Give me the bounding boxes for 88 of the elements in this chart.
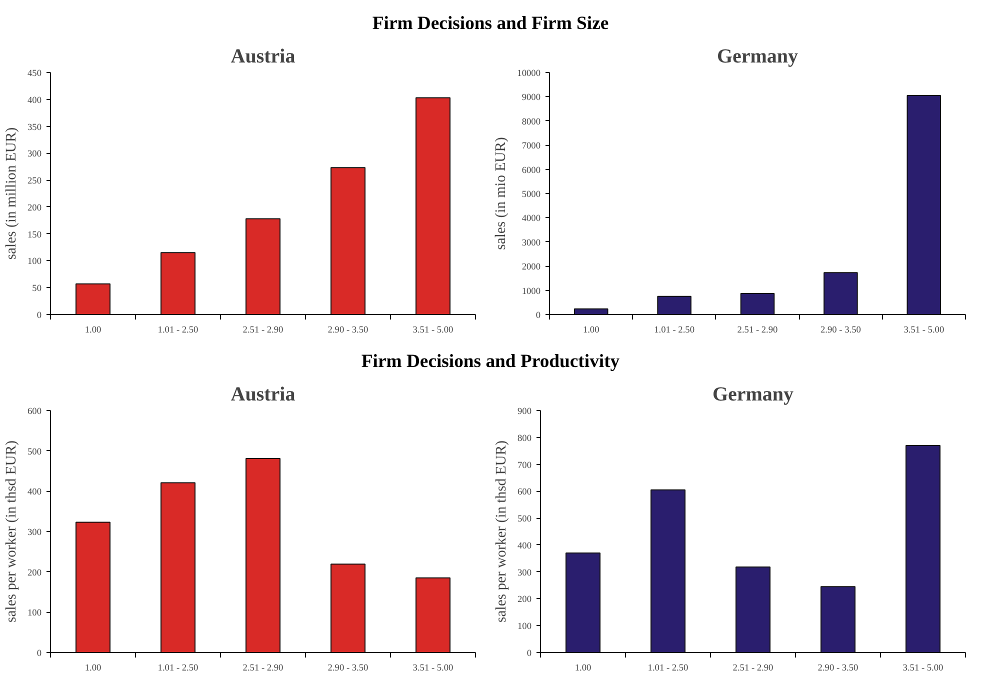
y-tick-label: 8000	[522, 117, 541, 128]
y-tick-label: 500	[28, 447, 42, 458]
y-tick-label: 50	[32, 284, 42, 294]
y-tick-label: 400	[28, 488, 42, 498]
y-tick-label: 700	[518, 460, 532, 471]
x-tick-label: 2.51 - 2.90	[242, 664, 284, 674]
text: Firm Decisions and Productivity	[361, 350, 620, 372]
y-tick-label: 150	[28, 230, 42, 240]
bar	[736, 566, 770, 652]
x-tick-label: 1.00	[84, 664, 102, 674]
bar	[416, 577, 450, 652]
y-tick-label: 350	[28, 122, 42, 133]
y-tick-label: 1000	[522, 286, 541, 297]
y-axis-title: sales (in million EUR)	[4, 127, 20, 260]
bar	[76, 522, 110, 652]
y-tick-label: 9000	[522, 93, 541, 104]
y-tick-label: 0	[536, 311, 541, 321]
bar	[416, 97, 450, 314]
y-tick-label: 400	[518, 541, 532, 552]
x-tick-label: 2.90 - 3.50	[820, 326, 862, 336]
bar	[740, 292, 775, 314]
bar	[824, 272, 858, 314]
chart-title: Austria	[230, 46, 296, 68]
chart-title: Austria	[230, 384, 296, 406]
y-tick-label: 300	[28, 528, 42, 538]
y-tick-label: 2000	[522, 262, 541, 273]
bar	[330, 167, 366, 314]
y-tick-label: 100	[518, 622, 532, 632]
bar	[906, 94, 942, 314]
x-tick-label: 1.01 - 2.50	[158, 664, 199, 674]
bar	[246, 458, 280, 652]
y-tick-label: 900	[518, 407, 532, 417]
y-tick-label: 400	[28, 96, 42, 106]
x-tick-label: 3.51 - 5.00	[412, 326, 454, 336]
bar	[820, 586, 856, 652]
y-axis-title: sales (in mio EUR)	[493, 137, 510, 250]
x-tick-label: 1.01 - 2.50	[158, 326, 199, 336]
x-tick-label: 3.51 - 5.00	[412, 664, 454, 674]
bar	[246, 218, 280, 314]
x-tick-label: 2.90 - 3.50	[818, 664, 859, 674]
y-tick-label: 200	[518, 595, 532, 606]
y-tick-label: 500	[518, 514, 532, 525]
x-tick-label: 1.00	[574, 664, 592, 674]
bar	[160, 482, 196, 652]
y-tick-label: 6000	[522, 166, 541, 176]
y-tick-label: 4000	[522, 214, 541, 224]
chart-title: Germany	[716, 46, 798, 68]
x-tick-label: 1.00	[582, 326, 600, 336]
y-tick-label: 300	[28, 150, 42, 160]
x-tick-label: 3.51 - 5.00	[904, 326, 944, 336]
bar	[160, 252, 196, 314]
x-tick-label: 1.00	[84, 326, 102, 336]
y-tick-label: 300	[518, 568, 532, 578]
chart-title: Germany	[712, 384, 794, 406]
x-tick-label: 2.90 - 3.50	[328, 664, 369, 674]
y-tick-label: 200	[28, 568, 42, 578]
y-tick-label: 5000	[522, 190, 541, 200]
text: Firm Decisions and Firm Size	[372, 12, 609, 34]
bar	[906, 444, 940, 652]
bar	[76, 283, 110, 314]
y-tick-label: 10000	[517, 69, 541, 79]
y-tick-label: 0	[36, 311, 42, 321]
y-tick-label: 100	[28, 608, 42, 619]
bar	[657, 296, 692, 314]
y-axis-title: sales per worker (in thsd EUR)	[494, 440, 510, 622]
bar	[330, 564, 366, 652]
y-tick-label: 450	[28, 69, 42, 79]
y-tick-label: 250	[28, 176, 42, 187]
y-tick-label: 0	[36, 649, 42, 659]
y-tick-label: 800	[518, 434, 532, 444]
y-tick-label: 0	[526, 649, 532, 659]
y-tick-label: 3000	[522, 238, 541, 248]
y-tick-label: 100	[28, 257, 42, 268]
x-tick-label: 3.51 - 5.00	[902, 664, 944, 674]
bar	[566, 552, 600, 652]
x-tick-label: 2.51 - 2.90	[732, 664, 774, 674]
x-tick-label: 2.51 - 2.90	[737, 326, 778, 336]
y-tick-label: 7000	[522, 142, 541, 152]
y-tick-label: 600	[28, 407, 42, 417]
y-tick-label: 200	[28, 203, 42, 214]
x-tick-label: 2.51 - 2.90	[242, 326, 284, 336]
bar	[650, 489, 686, 652]
x-tick-label: 1.01 - 2.50	[654, 326, 695, 336]
y-axis-title: sales per worker (in thsd EUR)	[4, 440, 20, 622]
x-tick-label: 1.01 - 2.50	[648, 664, 689, 674]
y-tick-label: 600	[518, 488, 532, 498]
x-tick-label: 2.90 - 3.50	[328, 326, 369, 336]
bar	[574, 308, 608, 314]
